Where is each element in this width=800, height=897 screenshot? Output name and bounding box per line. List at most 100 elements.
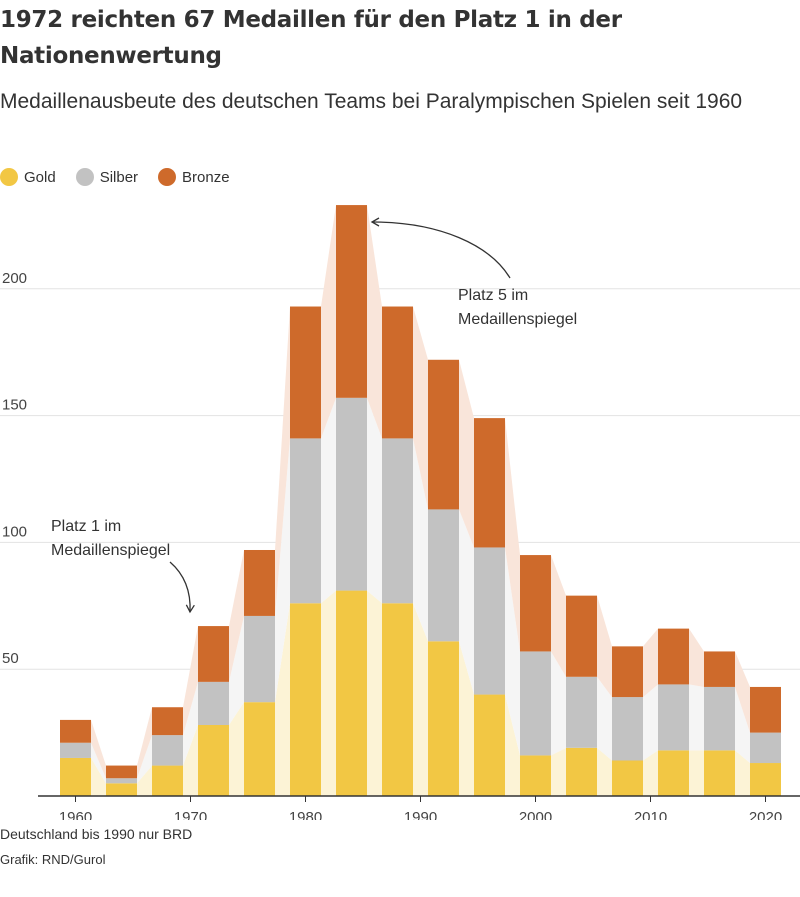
bar-gold-1992	[428, 641, 459, 796]
legend-item-gold: Gold	[0, 168, 56, 186]
band-gold	[459, 641, 474, 796]
bar-silber-2004	[566, 676, 597, 748]
bar-gold-2012	[658, 750, 689, 796]
bar-silber-1960	[60, 742, 91, 758]
x-tick-label: 2020	[749, 809, 782, 820]
y-tick-label: 200	[2, 270, 27, 287]
band-bronze	[505, 418, 520, 652]
bar-gold-2020	[750, 763, 781, 796]
bar-gold-1984	[336, 590, 367, 796]
annotation-platz1-line1: Platz 1 im	[51, 518, 121, 535]
bar-silber-2000	[520, 651, 551, 756]
band-gold	[597, 747, 612, 796]
band-bronze	[413, 306, 428, 510]
bar-bronze-1988	[382, 306, 413, 439]
bar-gold-1988	[382, 603, 413, 796]
bar-silber-2016	[704, 686, 735, 751]
band-bronze	[229, 549, 244, 682]
bar-gold-2016	[704, 750, 735, 796]
band-silber	[137, 735, 152, 784]
band-bronze	[137, 707, 152, 779]
band-gold	[505, 694, 520, 796]
band-bronze	[275, 306, 290, 616]
legend: Gold Silber Bronze	[0, 166, 250, 188]
band-gold	[275, 603, 290, 796]
x-tick-label: 2010	[634, 809, 667, 820]
band-bronze	[321, 205, 336, 439]
bar-gold-1996	[474, 694, 505, 796]
bar-silber-1992	[428, 509, 459, 642]
x-tick-label: 1980	[289, 809, 322, 820]
bar-gold-1976	[244, 702, 275, 796]
band-silber	[413, 438, 428, 642]
bar-silber-1964	[106, 778, 137, 784]
band-bronze	[459, 359, 474, 548]
legend-label-silber: Silber	[99, 168, 139, 186]
band-silber	[505, 547, 520, 756]
band-silber	[91, 742, 106, 784]
bar-silber-2008	[612, 697, 643, 761]
bar-bronze-2020	[750, 686, 781, 733]
band-gold	[183, 724, 198, 796]
band-gold	[137, 765, 152, 796]
stack-bands	[91, 205, 750, 796]
annotations: Platz 1 im Medaillenspiegel Platz 5 im M…	[51, 217, 577, 614]
band-silber	[689, 684, 704, 751]
annotation-platz5-line1: Platz 5 im	[458, 287, 528, 304]
x-tick-label: 1970	[174, 809, 207, 820]
bar-bronze-1972	[198, 626, 229, 682]
bar-silber-2020	[750, 732, 781, 764]
bar-silber-1976	[244, 615, 275, 703]
annotation-platz5-arrow	[370, 217, 511, 279]
bar-bronze-1996	[474, 418, 505, 548]
bar-gold-1960	[60, 757, 91, 796]
bar-bronze-2012	[658, 628, 689, 685]
bar-gold-1964	[106, 783, 137, 796]
bars	[60, 205, 781, 796]
band-silber	[183, 681, 198, 766]
bar-bronze-1980	[290, 306, 321, 439]
bar-silber-1988	[382, 438, 413, 604]
bar-bronze-2008	[612, 646, 643, 698]
y-tick-label: 50	[2, 650, 19, 667]
bar-bronze-2004	[566, 595, 597, 677]
band-gold	[689, 750, 704, 796]
band-gold	[551, 747, 566, 796]
band-silber	[229, 615, 244, 725]
bar-silber-1972	[198, 681, 229, 725]
legend-item-silber: Silber	[75, 168, 139, 186]
band-bronze	[551, 555, 566, 677]
band-gold	[643, 750, 658, 796]
band-silber	[597, 676, 612, 761]
chart-title: 1972 reichten 67 Medaillen für den Platz…	[0, 7, 622, 69]
band-silber	[367, 397, 382, 604]
band-gold	[321, 590, 336, 796]
annotation-platz5-line2: Medaillenspiegel	[458, 311, 577, 328]
band-bronze	[643, 628, 658, 698]
band-silber	[643, 684, 658, 761]
legend-swatch-gold	[0, 168, 18, 186]
bar-silber-1980	[290, 438, 321, 604]
band-bronze	[367, 205, 382, 439]
chart-subtitle: Medaillenausbeute des deutschen Teams be…	[0, 90, 743, 113]
band-bronze	[597, 595, 612, 698]
band-gold	[91, 757, 106, 796]
footnote: Deutschland bis 1990 nur BRD	[0, 826, 193, 842]
band-silber	[735, 686, 750, 764]
bar-gold-1980	[290, 603, 321, 796]
axes: 50 100 150 200 1960 1970 1980 1990 2000 2010 2020	[2, 270, 800, 820]
band-gold	[735, 750, 750, 796]
band-bronze	[91, 719, 106, 779]
bar-bronze-2000	[520, 555, 551, 652]
legend-label-bronze: Bronze	[182, 168, 230, 186]
bar-silber-1984	[336, 397, 367, 591]
bar-bronze-2016	[704, 651, 735, 687]
source-credit: Grafik: RND/Gurol	[0, 852, 106, 867]
bar-bronze-1992	[428, 359, 459, 510]
bar-bronze-1968	[152, 707, 183, 736]
bar-gold-2004	[566, 747, 597, 796]
annotation-platz1-arrow	[169, 561, 195, 614]
bar-bronze-1976	[244, 549, 275, 616]
legend-swatch-silber	[75, 168, 94, 186]
